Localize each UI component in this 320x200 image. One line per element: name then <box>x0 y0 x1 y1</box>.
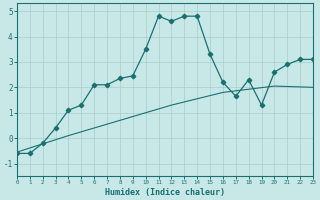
X-axis label: Humidex (Indice chaleur): Humidex (Indice chaleur) <box>105 188 225 197</box>
